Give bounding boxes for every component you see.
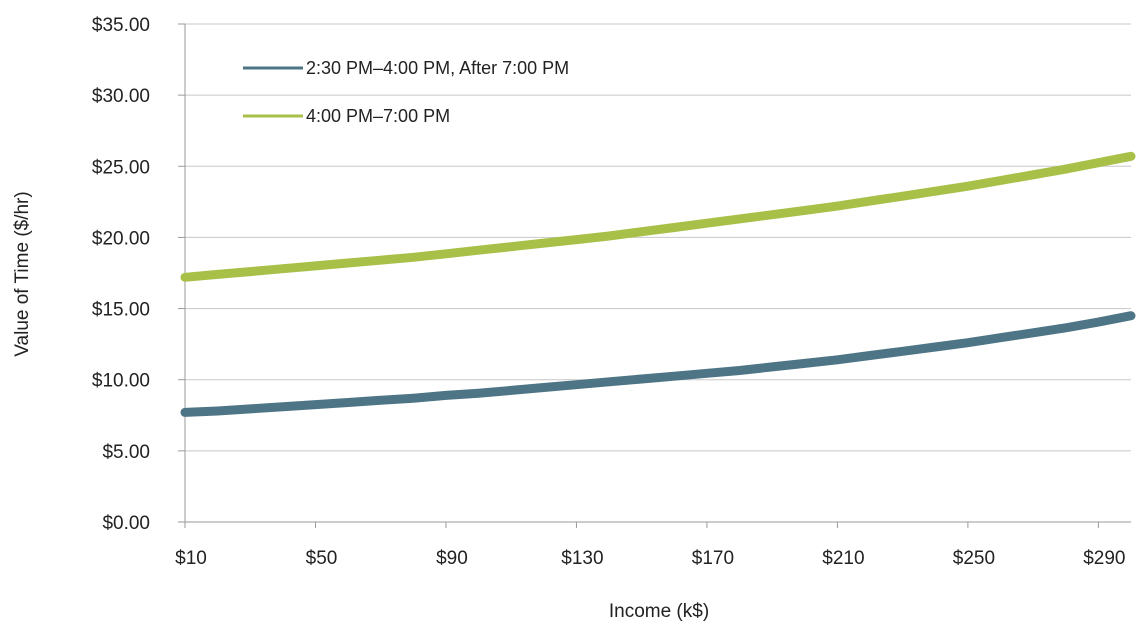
x-tick-label-7: $290 [1083,548,1125,569]
x-axis-title: Income (k$) [609,601,709,622]
legend-label-0: 2:30 PM–4:00 PM, After 7:00 PM [306,58,569,78]
y-axis-title: Value of Time ($/hr) [12,191,33,356]
gridlines [185,23,1131,452]
axes: $0.00 $5.00 $10.00 $15.00 $20.00 $25.00 $30.00… [92,15,1131,569]
x-tick-label-2: $90 [436,548,468,569]
series-line-0 [180,311,1136,417]
y-tick-label-4: $20.00 [92,228,150,249]
y-tick-label-6: $30.00 [92,86,150,107]
x-tick-label-0: $10 [175,548,207,569]
y-tick-label-1: $5.00 [102,442,150,463]
series-line-1 [180,151,1136,282]
x-tick-label-3: $130 [561,548,603,569]
y-tick-label-3: $15.00 [92,300,150,321]
x-tick-label-6: $250 [953,548,995,569]
y-tick-label-7: $35.00 [92,15,150,36]
x-tick-label-5: $210 [822,548,864,569]
y-tick-label-0: $0.00 [102,513,150,534]
x-tick-label-4: $170 [692,548,734,569]
x-tick-label-1: $50 [306,548,338,569]
series-lines [180,151,1136,417]
y-tick-label-2: $10.00 [92,371,150,392]
legend: 2:30 PM–4:00 PM, After 7:00 PM 4:00 PM–7:… [243,58,569,126]
y-tick-label-5: $25.00 [92,157,150,178]
legend-label-1: 4:00 PM–7:00 PM [306,106,450,126]
